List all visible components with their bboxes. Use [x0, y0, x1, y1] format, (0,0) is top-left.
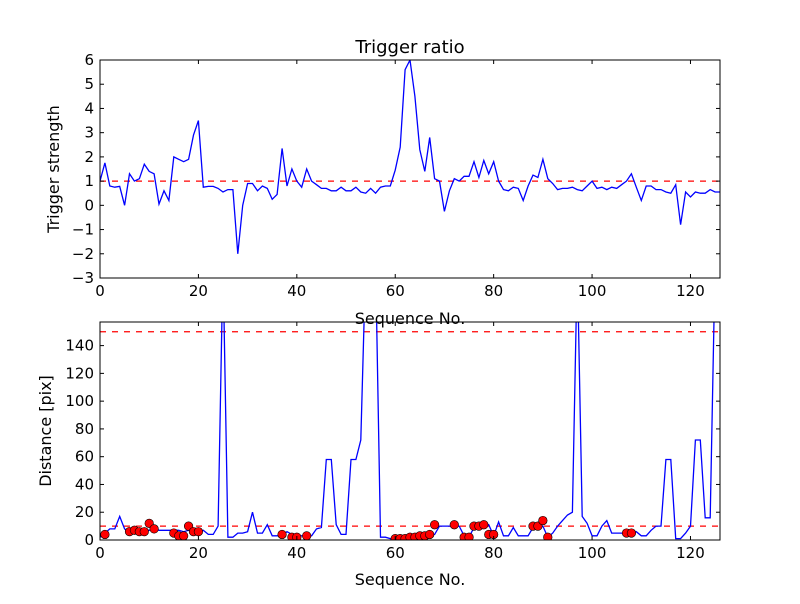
axes-frame	[99, 59, 721, 279]
marker-point	[479, 520, 489, 530]
x-tick-label: 120	[676, 282, 705, 300]
y-tick-label: 80	[75, 420, 94, 438]
marker-point	[425, 529, 435, 540]
y-tick-label: 20	[75, 503, 94, 521]
x-tick-label: 40	[287, 544, 306, 562]
y-tick-label: 1	[84, 172, 94, 190]
marker-point	[430, 520, 440, 530]
y-tick-label: −3	[72, 269, 94, 287]
y-tick-label: 4	[84, 99, 94, 117]
marker-point	[449, 520, 459, 530]
y-tick-label: 60	[75, 448, 94, 466]
marker-point	[302, 531, 312, 540]
marker-point	[100, 529, 110, 540]
x-tick-label: 80	[484, 282, 503, 300]
x-tick-label: 40	[287, 282, 306, 300]
x-tick-label: 60	[386, 544, 405, 562]
x-tick-label: 80	[484, 544, 503, 562]
top-plot: 0 20 40 60 80 100 120 −3 −2 −1 0 1 2 3 4 5 6	[72, 51, 721, 300]
bottom-x-axis-label: Sequence No.	[355, 570, 466, 589]
y-tick-label: 40	[75, 475, 94, 493]
y-tick-label: −1	[72, 221, 94, 239]
x-tick-label: 20	[189, 282, 208, 300]
y-tick-label: 3	[84, 124, 94, 142]
marker-point	[538, 515, 548, 526]
top-y-axis-label: Trigger strength	[44, 105, 63, 234]
series-line	[100, 322, 715, 540]
x-tick-label: 0	[95, 282, 105, 300]
marker-point	[179, 531, 189, 540]
x-tick-label: 120	[676, 544, 705, 562]
y-tick-label: 100	[65, 392, 94, 410]
y-tick-label: 6	[84, 51, 94, 69]
axes-frame	[99, 321, 721, 541]
bottom-y-axis-label: Distance [pix]	[36, 375, 55, 487]
marker-point	[277, 529, 287, 540]
marker-point	[193, 527, 204, 537]
y-tick-label: 2	[84, 148, 94, 166]
y-tick-label: 0	[84, 531, 94, 549]
bottom-plot: 0 20 40 60 80 100 120 0 20 40 60 80 100 120 140	[65, 321, 721, 562]
y-tick-label: 140	[65, 337, 94, 355]
x-tick-label: 60	[386, 282, 405, 300]
plot-area	[100, 322, 720, 540]
top-chart-title: Trigger ratio	[354, 37, 464, 58]
x-tick-label: 20	[189, 544, 208, 562]
x-tick-label: 100	[578, 282, 607, 300]
marker-point	[626, 528, 637, 538]
plot-area	[100, 60, 720, 254]
x-tick-label: 0	[95, 544, 105, 562]
marker-point	[149, 524, 159, 534]
series-line	[100, 60, 720, 254]
marker-point	[543, 532, 553, 540]
y-tick-label: 120	[65, 364, 94, 382]
y-tick-label: 0	[84, 196, 94, 214]
y-tick-label: 5	[84, 75, 94, 93]
x-tick-label: 100	[578, 544, 607, 562]
top-x-axis-label: Sequence No.	[355, 309, 466, 328]
y-tick-label: −2	[72, 245, 94, 263]
marker-point	[464, 532, 474, 540]
marker-point	[139, 527, 149, 537]
